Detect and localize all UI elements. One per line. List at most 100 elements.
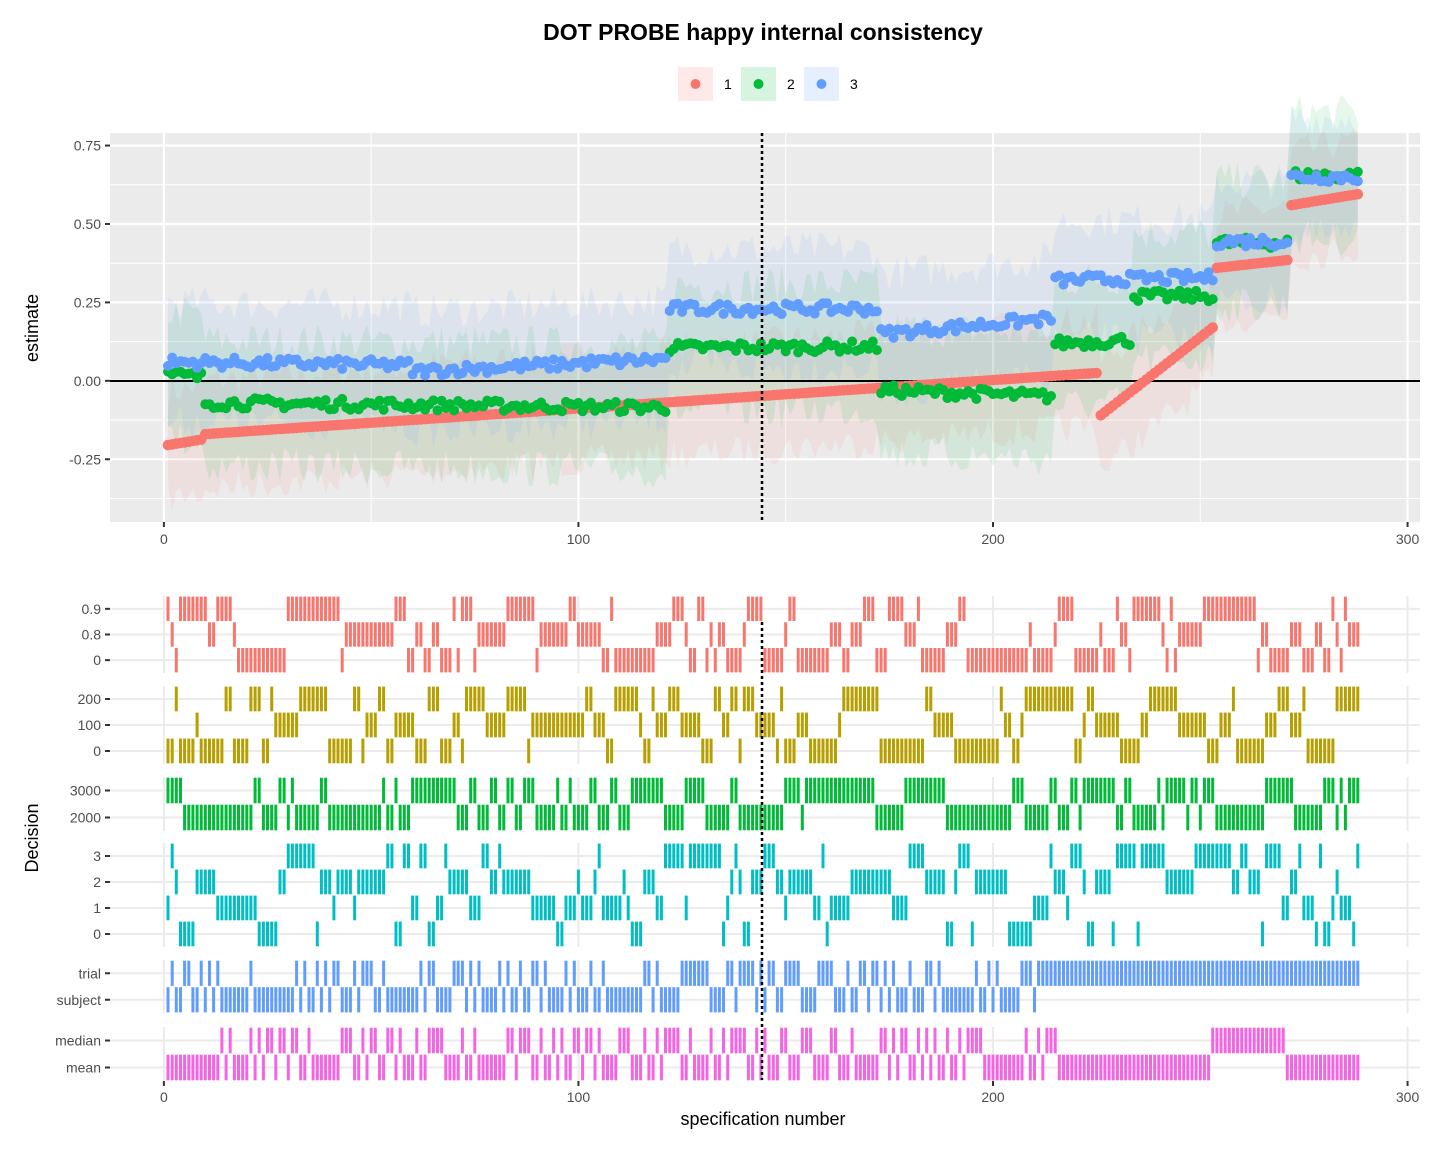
decision-mark <box>332 804 336 831</box>
decision-mark <box>825 1054 829 1081</box>
decision-mark <box>295 596 299 621</box>
decision-mark <box>407 1054 410 1081</box>
chart-title: DOT PROBE happy internal consistency <box>543 19 983 45</box>
decision-mark <box>746 1054 750 1081</box>
decision-mark <box>829 622 833 647</box>
decision-mark <box>311 804 315 831</box>
decision-mark <box>925 869 929 895</box>
decision-mark <box>1352 686 1356 712</box>
decision-mark <box>535 648 539 673</box>
y-tick-label: 0.00 <box>74 373 101 389</box>
decision-mark <box>809 1027 813 1054</box>
point-series-3 <box>1207 275 1218 286</box>
decision-mark <box>1198 960 1202 986</box>
decision-mark <box>1086 777 1090 804</box>
decision-mark <box>846 895 850 921</box>
decision-mark <box>647 960 651 986</box>
decision-mark <box>187 804 191 831</box>
decision-mark <box>796 869 800 895</box>
decision-level-label: 3 <box>93 848 101 864</box>
decision-mark <box>390 987 394 1013</box>
decision-mark <box>208 1054 211 1081</box>
decision-mark <box>340 648 344 673</box>
decision-mark <box>357 869 361 895</box>
decision-mark <box>1140 960 1144 986</box>
decision-mark <box>481 987 485 1013</box>
decision-mark <box>382 686 386 712</box>
decision-mark <box>1231 686 1235 712</box>
decision-mark <box>431 686 435 712</box>
decision-mark <box>651 987 655 1013</box>
decision-mark <box>1008 804 1012 831</box>
decision-mark <box>672 1027 676 1054</box>
decision-mark <box>1161 622 1165 647</box>
decision-mark <box>286 596 290 621</box>
decision-mark <box>473 987 477 1013</box>
decision-mark <box>904 987 908 1013</box>
point-series-3 <box>610 352 621 363</box>
decision-mark <box>307 686 311 712</box>
decision-mark <box>966 738 970 764</box>
decision-mark <box>353 960 357 986</box>
decision-mark <box>1161 804 1165 831</box>
decision-mark <box>829 777 833 804</box>
decision-mark <box>1115 843 1119 869</box>
decision-mark <box>473 1027 477 1054</box>
decision-mark <box>319 869 323 895</box>
decision-mark <box>655 777 659 804</box>
decision-mark <box>1041 686 1045 712</box>
decision-mark <box>1140 1054 1144 1081</box>
decision-mark <box>452 960 456 986</box>
decision-mark <box>1290 869 1293 895</box>
legend-marker-3 <box>816 79 827 89</box>
decision-mark <box>1173 777 1177 804</box>
decision-mark <box>295 804 299 831</box>
decision-mark <box>1294 712 1298 738</box>
decision-mark <box>332 738 336 764</box>
decision-mark <box>1335 869 1339 895</box>
decision-mark <box>1202 777 1206 804</box>
bottom-x-tick-label: 200 <box>981 1089 1005 1105</box>
decision-mark <box>933 777 937 804</box>
decision-mark <box>933 987 937 1013</box>
decision-mark <box>481 843 485 869</box>
decision-mark <box>726 804 730 831</box>
decision-mark <box>170 1054 174 1081</box>
decision-mark <box>601 895 605 921</box>
decision-mark <box>1339 777 1343 804</box>
decision-mark <box>1020 960 1024 986</box>
decision-mark <box>1244 596 1248 621</box>
decision-mark <box>527 777 531 804</box>
decision-mark <box>1057 1054 1061 1081</box>
decision-mark <box>1037 960 1041 986</box>
point-series-2 <box>751 346 762 357</box>
point-series-2 <box>436 395 447 406</box>
decision-mark <box>680 804 684 831</box>
decision-mark <box>1331 960 1335 986</box>
decision-mark <box>1128 843 1132 869</box>
decision-mark <box>1153 686 1157 712</box>
decision-mark <box>232 804 236 831</box>
decision-mark <box>498 843 502 869</box>
decision-mark <box>1310 738 1314 764</box>
decision-mark <box>1128 738 1132 764</box>
decision-mark <box>991 869 995 895</box>
decision-mark <box>344 869 348 895</box>
decision-mark <box>1252 804 1256 831</box>
decision-mark <box>1335 686 1339 712</box>
decision-mark <box>1244 804 1248 831</box>
decision-mark <box>253 686 257 712</box>
decision-mark <box>307 804 311 831</box>
decision-mark <box>1053 622 1057 647</box>
decision-mark <box>597 987 601 1013</box>
decision-mark <box>755 804 759 831</box>
decision-mark <box>448 987 452 1013</box>
decision-mark <box>784 777 788 804</box>
decision-mark <box>506 1027 510 1054</box>
decision-mark <box>651 777 655 804</box>
point-series-2 <box>1187 294 1197 305</box>
decision-mark <box>813 987 817 1013</box>
decision-mark <box>1161 960 1165 986</box>
decision-mark <box>705 960 709 986</box>
decision-mark <box>1198 712 1202 738</box>
